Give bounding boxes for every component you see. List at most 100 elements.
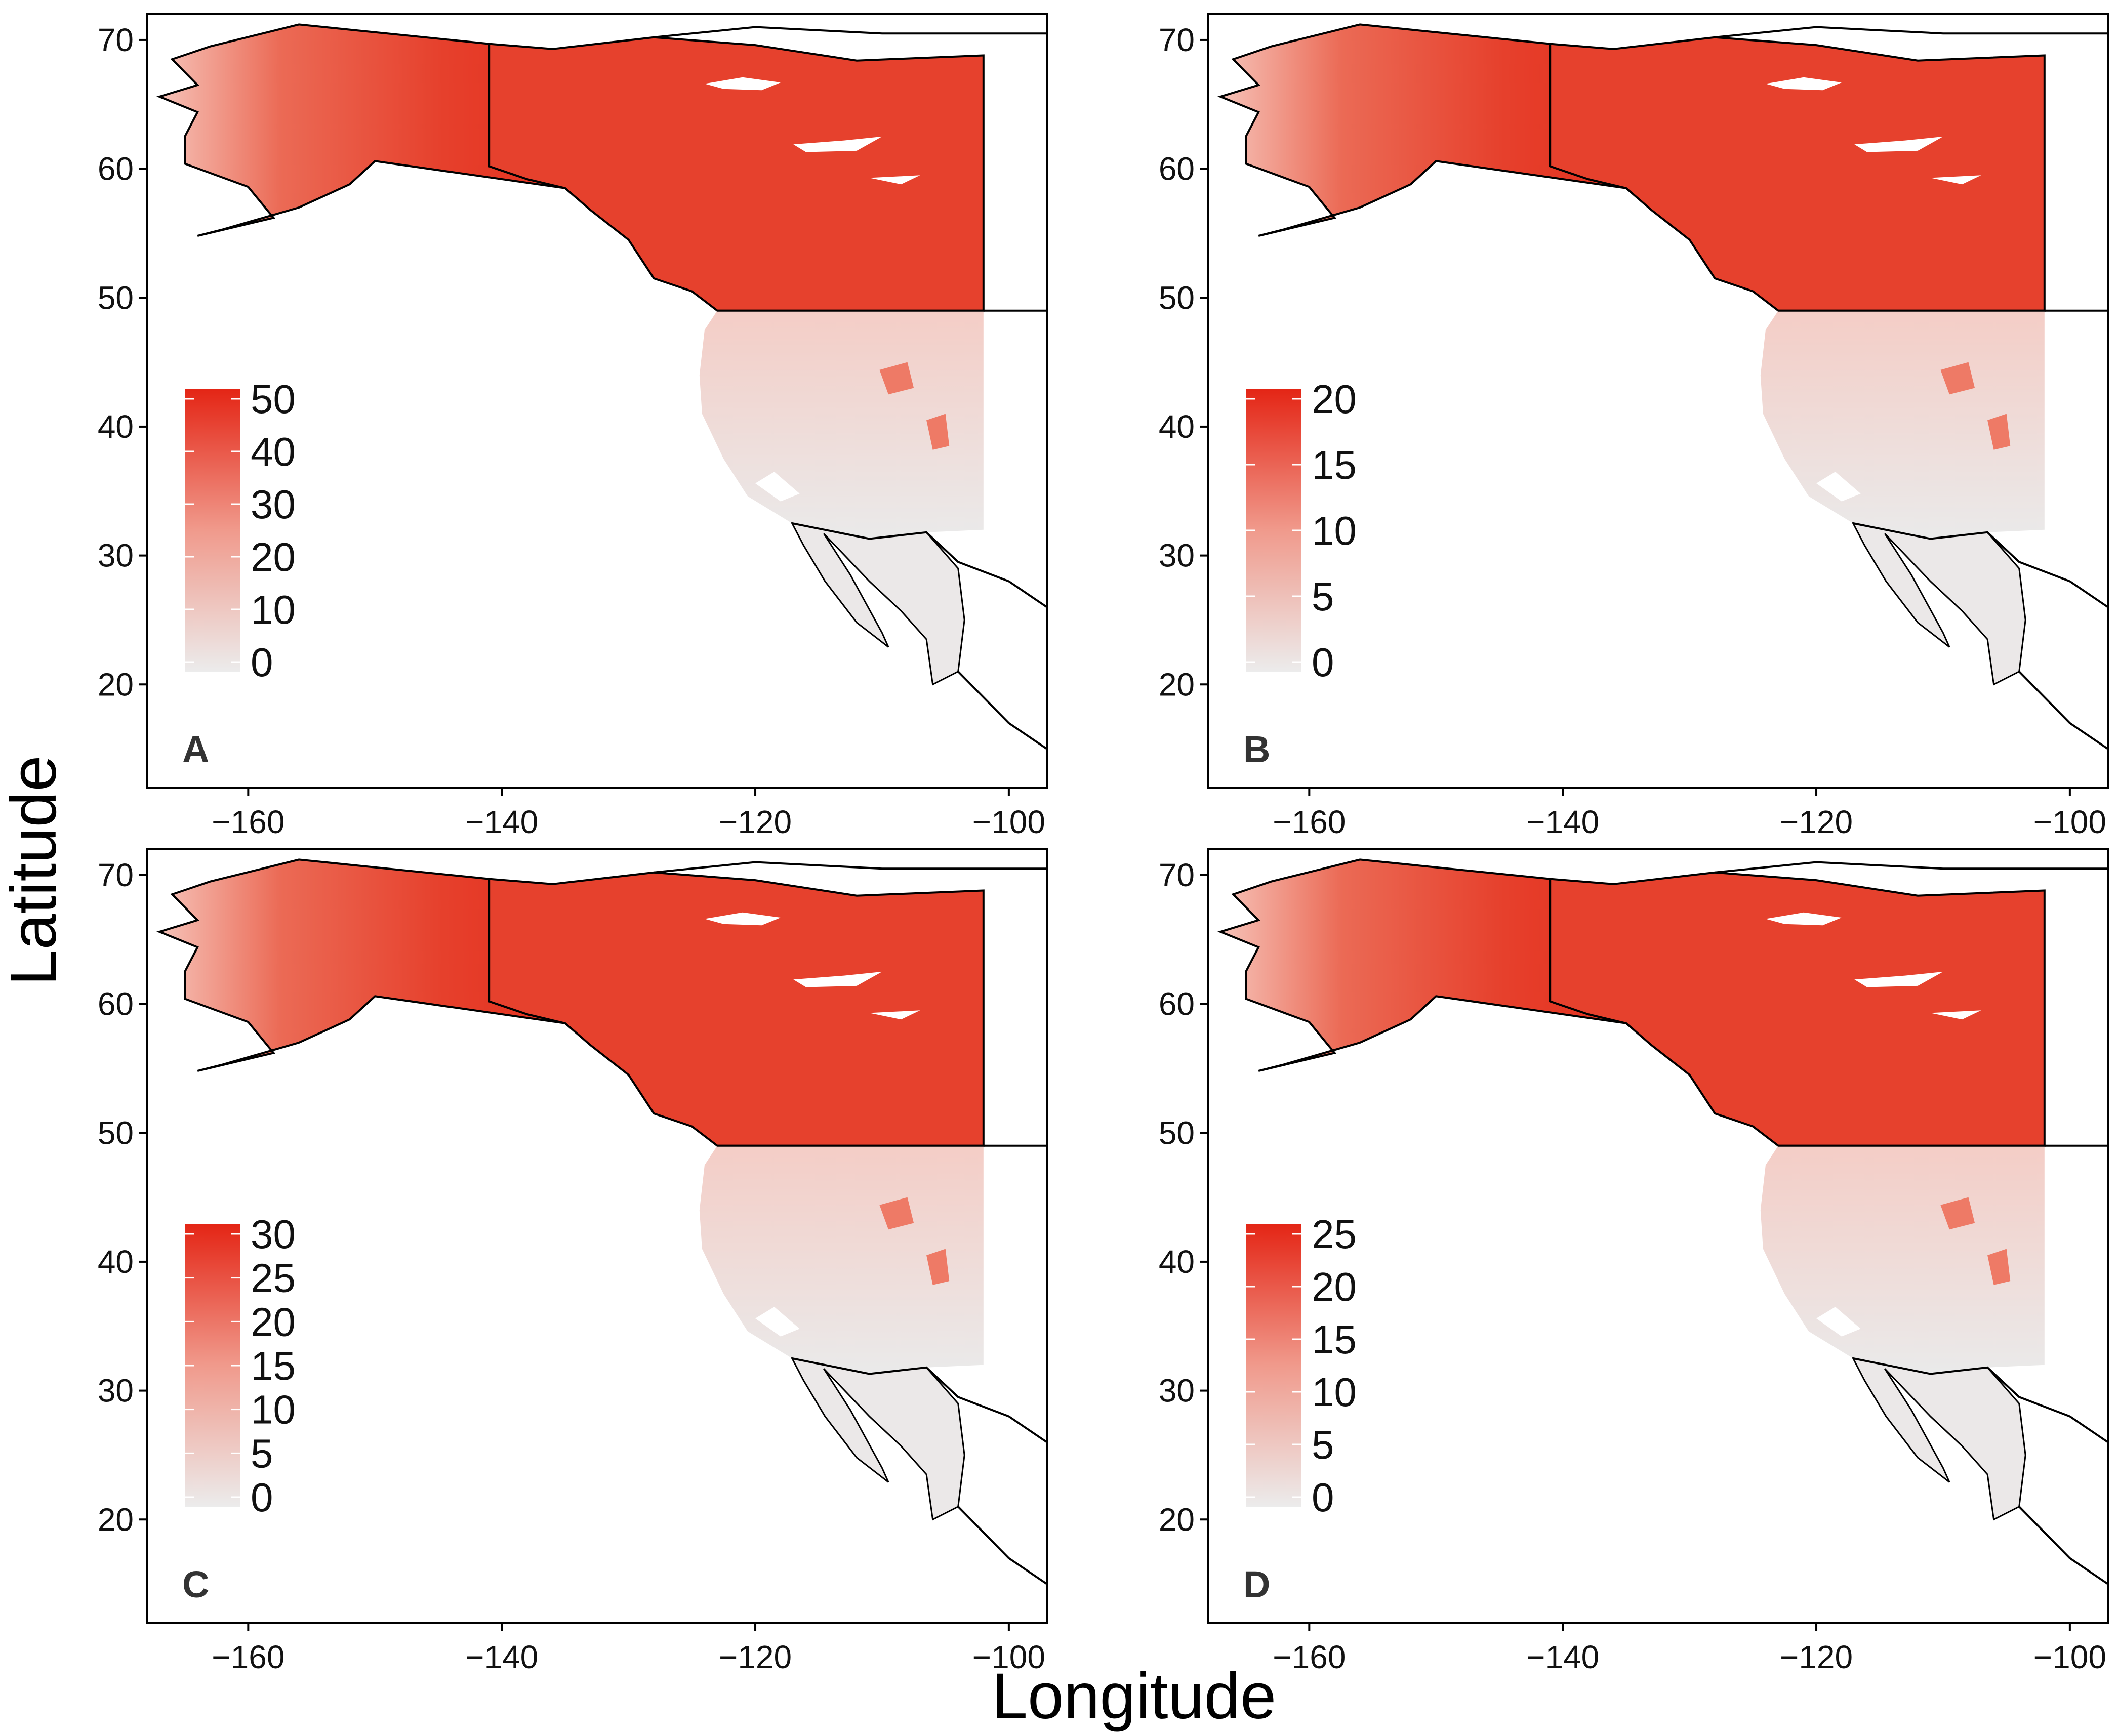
legend-label: 15: [1312, 442, 1357, 487]
y-tick-label: 50: [98, 1114, 134, 1151]
y-tick-label: 70: [1159, 22, 1195, 58]
y-tick-label: 50: [98, 279, 134, 316]
legend-label: 20: [1312, 377, 1357, 422]
x-tick-label: −100: [972, 1639, 1045, 1675]
plot-frame: [146, 848, 1048, 1624]
y-tick-label: 30: [98, 1373, 134, 1409]
lake: [1765, 77, 1842, 91]
arctic-coastline: [1715, 26, 2108, 38]
y-tick-label: 60: [1159, 151, 1195, 187]
legend-label: 10: [251, 587, 296, 632]
lake: [704, 77, 781, 91]
us-mexico-border: [1853, 1357, 2109, 1443]
plot-frame: [146, 13, 1048, 789]
legend-label: 15: [251, 1343, 296, 1388]
alaska-region: [156, 23, 565, 237]
plot-frame: [1207, 13, 2109, 789]
legend-label: 20: [251, 534, 296, 580]
hotspot-region: [926, 414, 950, 450]
alaska-region: [1217, 23, 1626, 237]
lake: [755, 472, 800, 502]
coastline: [2018, 671, 2109, 750]
y-tick-label: 30: [98, 538, 134, 574]
coastline: [957, 671, 1048, 750]
legend-label: 25: [1312, 1212, 1357, 1257]
alaska-region: [1217, 858, 1626, 1072]
coastline: [957, 1506, 1048, 1585]
panel-letter: D: [1243, 1563, 1270, 1605]
hotspot-region: [1987, 1249, 2011, 1285]
y-axis-title: Latitude: [0, 755, 70, 986]
x-tick-label: −140: [1526, 804, 1599, 840]
legend-label: 0: [251, 640, 273, 685]
legend-colorbar: [185, 389, 240, 672]
lake: [793, 136, 882, 152]
y-tick-label: 40: [1159, 408, 1195, 445]
legend-label: 20: [1312, 1264, 1357, 1309]
legend-label: 25: [251, 1256, 296, 1301]
us-mexico-border: [1853, 522, 2109, 608]
y-tick-label: 30: [1159, 538, 1195, 574]
legend-label: 5: [1312, 574, 1334, 619]
panel-letter: B: [1243, 728, 1270, 770]
lake: [1930, 1010, 1981, 1020]
x-tick-label: −120: [1780, 804, 1853, 840]
legend-label: 20: [251, 1299, 296, 1344]
lake: [869, 1010, 920, 1020]
legend-label: 0: [251, 1475, 273, 1520]
panel-letter: A: [182, 728, 209, 770]
legend-label: 0: [1312, 640, 1334, 685]
y-tick-label: 60: [98, 986, 134, 1022]
legend-label: 5: [1312, 1422, 1334, 1467]
y-tick-label: 50: [1159, 1114, 1195, 1151]
x-tick-label: −140: [465, 1639, 538, 1675]
us-mexico-border: [792, 1357, 1048, 1443]
x-tick-label: −160: [212, 804, 284, 840]
arctic-coastline: [654, 861, 1047, 874]
mexico-region: [1851, 522, 2026, 686]
legend-label: 5: [251, 1431, 273, 1476]
x-tick-label: −120: [719, 804, 792, 840]
hotspot-region: [1987, 414, 2011, 450]
hotspot-region: [926, 1249, 950, 1285]
canada-region: [1549, 871, 2046, 1147]
coastline: [2018, 1506, 2109, 1585]
x-tick-label: −100: [2033, 804, 2106, 840]
legend-label: 50: [251, 377, 296, 422]
y-tick-label: 60: [1159, 986, 1195, 1022]
lake: [704, 912, 781, 926]
canada-region: [488, 36, 985, 312]
y-tick-label: 20: [98, 666, 134, 702]
lake: [1930, 175, 1981, 185]
lake: [1765, 912, 1842, 926]
legend-label: 10: [1312, 1370, 1357, 1415]
hotspot-region: [879, 362, 914, 395]
y-tick-label: 40: [98, 408, 134, 445]
legend-label: 10: [251, 1387, 296, 1432]
y-tick-label: 70: [1159, 857, 1195, 893]
y-tick-label: 50: [1159, 279, 1195, 316]
lake: [1854, 971, 1943, 987]
arctic-coastline: [1715, 861, 2108, 874]
hotspot-region: [1940, 1197, 1975, 1230]
y-tick-label: 40: [1159, 1244, 1195, 1280]
x-tick-label: −160: [1273, 1639, 1346, 1675]
legend-label: 15: [1312, 1317, 1357, 1362]
map-panel-a: −160 −140 −120 −100 70 60 50 40 30 20 50 40 30 20 10 0 A: [98, 13, 1048, 840]
x-tick-label: −100: [2033, 1639, 2106, 1675]
x-axis-title: Longitude: [992, 1660, 1276, 1732]
y-tick-label: 70: [98, 22, 134, 58]
x-tick-label: −160: [1273, 804, 1346, 840]
y-tick-label: 30: [1159, 1373, 1195, 1409]
lake: [755, 1307, 800, 1337]
y-tick-label: 20: [1159, 666, 1195, 702]
canada-region: [1549, 36, 2046, 312]
lake: [869, 175, 920, 185]
x-tick-label: −140: [465, 804, 538, 840]
x-tick-label: −120: [719, 1639, 792, 1675]
plot-frame: [1207, 848, 2109, 1624]
legend-colorbar: [1246, 389, 1301, 672]
y-tick-label: 40: [98, 1244, 134, 1280]
